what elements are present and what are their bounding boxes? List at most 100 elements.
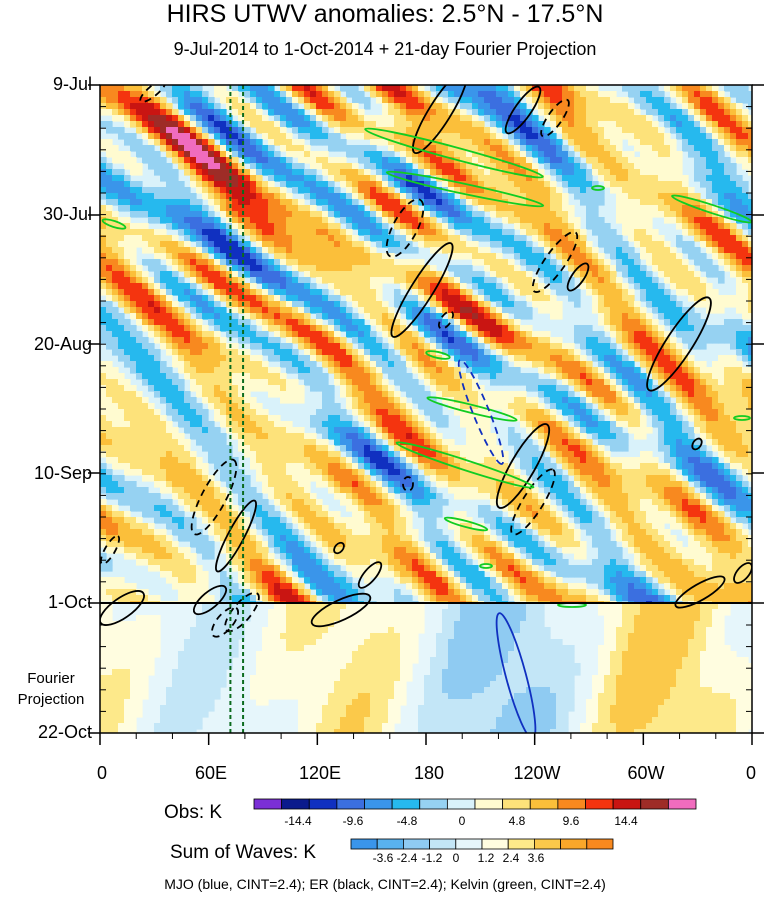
obs-cell (220, 139, 227, 146)
obs-cell (154, 349, 161, 356)
obs-cell (370, 295, 377, 302)
obs-cell (262, 85, 269, 92)
obs-cell (160, 247, 167, 254)
obs-cell (406, 211, 413, 218)
obs-cell (568, 349, 575, 356)
obs-cell (580, 133, 587, 140)
obs-cell (436, 169, 443, 176)
obs-cell (142, 283, 149, 290)
obs-cell (322, 151, 329, 158)
obs-cell (706, 109, 713, 116)
obs-cell (232, 217, 239, 224)
obs-cell (184, 343, 191, 350)
obs-cell (190, 127, 197, 134)
obs-cell (166, 277, 173, 284)
obs-cell (706, 91, 713, 98)
obs-cell (598, 139, 605, 146)
obs-cell (358, 247, 365, 254)
obs-cell (628, 133, 635, 140)
obs-cell (244, 391, 251, 398)
obs-cell (184, 127, 191, 134)
obs-cell (232, 247, 239, 254)
obs-cell (154, 247, 161, 254)
obs-cell (622, 157, 629, 164)
obs-cell (304, 253, 311, 260)
obs-cell (184, 259, 191, 266)
obs-cell (190, 259, 197, 266)
obs-cell (346, 127, 353, 134)
obs-cell (526, 343, 533, 350)
obs-cell (340, 373, 347, 380)
obs-cell (664, 133, 671, 140)
obs-cell (454, 319, 461, 326)
obs-cell (712, 187, 719, 194)
obs-cell (106, 235, 113, 242)
obs-cell (502, 181, 509, 188)
obs-cell (304, 211, 311, 218)
obs-cell (298, 211, 305, 218)
obs-cell (172, 337, 179, 344)
obs-cell (658, 307, 665, 314)
obs-cell (538, 91, 545, 98)
obs-cell (466, 265, 473, 272)
obs-cell (718, 127, 725, 134)
obs-cell (478, 229, 485, 236)
obs-cell (640, 193, 647, 200)
obs-cell (592, 379, 599, 386)
obs-cell (616, 235, 623, 242)
obs-cell (448, 127, 455, 134)
obs-cell (382, 325, 389, 332)
obs-cell (322, 97, 329, 104)
obs-cell (172, 139, 179, 146)
obs-cell (322, 289, 329, 296)
obs-cell (538, 193, 545, 200)
obs-cell (328, 301, 335, 308)
obs-cell (538, 85, 545, 92)
obs-cell (424, 295, 431, 302)
obs-cell (370, 133, 377, 140)
obs-cell (172, 343, 179, 350)
obs-cell (682, 199, 689, 206)
obs-cell (658, 325, 665, 332)
obs-cell (292, 259, 299, 266)
obs-cell (412, 319, 419, 326)
obs-cell (394, 271, 401, 278)
obs-cell (322, 259, 329, 266)
obs-cell (190, 103, 197, 110)
obs-cell (130, 361, 137, 368)
obs-cell (298, 121, 305, 128)
obs-cell (586, 277, 593, 284)
obs-cell (106, 199, 113, 206)
obs-cell (628, 151, 635, 158)
obs-cell (388, 205, 395, 212)
obs-cell (418, 391, 425, 398)
obs-cell (202, 313, 209, 320)
obs-cell (424, 211, 431, 218)
obs-cell (652, 325, 659, 332)
obs-cell (310, 283, 317, 290)
obs-cell (106, 391, 113, 398)
obs-cell (544, 181, 551, 188)
obs-cell (436, 235, 443, 242)
obs-cell (232, 145, 239, 152)
obs-cell (292, 301, 299, 308)
obs-cell (244, 367, 251, 374)
obs-cell (118, 115, 125, 122)
obs-cell (418, 343, 425, 350)
obs-cell (118, 391, 125, 398)
obs-cell (268, 259, 275, 266)
obs-cell (124, 259, 131, 266)
obs-cell (148, 121, 155, 128)
obs-cell (214, 169, 221, 176)
obs-cell (214, 253, 221, 260)
obs-cell (160, 265, 167, 272)
obs-cell (250, 361, 257, 368)
obs-cell (334, 157, 341, 164)
obs-cell (370, 391, 377, 398)
obs-cell (310, 151, 317, 158)
obs-cell (478, 235, 485, 242)
obs-cell (352, 205, 359, 212)
obs-cell (502, 145, 509, 152)
obs-cell (286, 391, 293, 398)
obs-cell (574, 253, 581, 260)
